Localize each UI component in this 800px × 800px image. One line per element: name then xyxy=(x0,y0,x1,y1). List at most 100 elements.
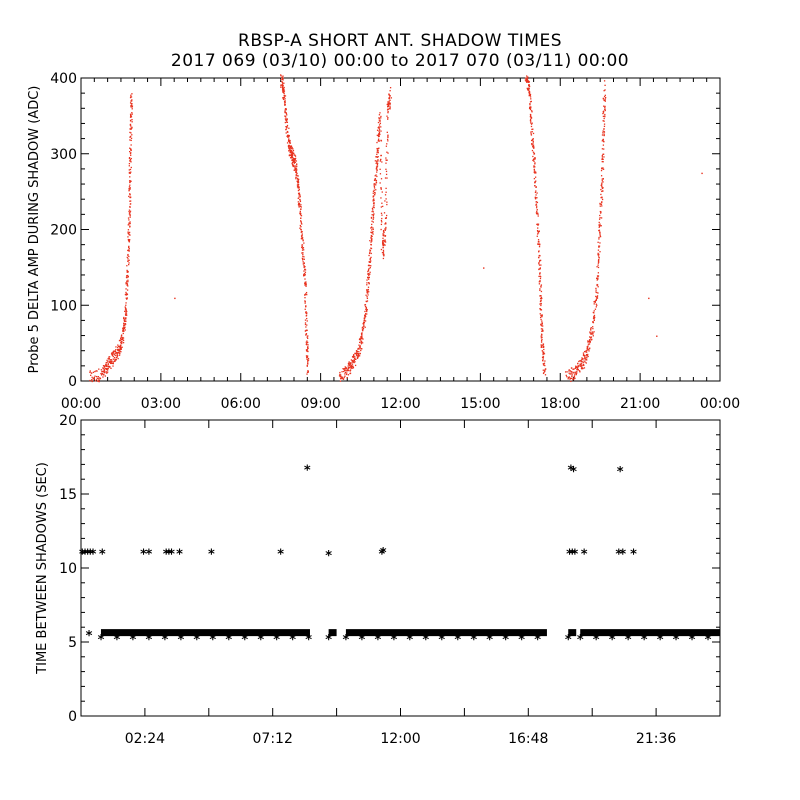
data-point xyxy=(597,275,600,277)
data-point xyxy=(289,146,292,149)
data-point xyxy=(540,328,543,330)
data-point xyxy=(586,359,588,361)
data-point xyxy=(587,341,589,343)
data-point xyxy=(304,300,306,303)
data-point xyxy=(285,108,287,110)
data-point xyxy=(131,99,133,101)
data-point xyxy=(599,223,601,225)
data-point xyxy=(126,310,128,313)
data-point xyxy=(379,122,382,125)
data-point xyxy=(112,358,114,360)
data-point xyxy=(533,146,535,149)
data-point xyxy=(284,115,286,117)
data-point xyxy=(302,258,304,260)
data-point xyxy=(365,306,367,309)
data-point xyxy=(305,311,307,313)
data-point xyxy=(128,224,130,226)
data-point xyxy=(357,348,359,350)
data-point xyxy=(386,177,388,179)
data-point xyxy=(350,363,352,365)
data-point xyxy=(306,373,308,375)
data-point xyxy=(285,112,288,115)
data-point xyxy=(532,151,535,153)
data-point xyxy=(300,204,302,206)
data-point xyxy=(530,98,532,100)
data-point xyxy=(368,291,370,293)
data-point xyxy=(286,131,289,133)
data-point xyxy=(282,84,284,87)
data-point xyxy=(536,210,538,212)
data-point xyxy=(307,362,309,364)
data-point xyxy=(344,371,347,374)
data-point xyxy=(365,308,367,311)
data-point xyxy=(284,104,286,106)
data-point xyxy=(385,222,387,224)
data-point xyxy=(584,357,586,359)
data-point xyxy=(528,84,530,86)
data-point xyxy=(305,355,308,357)
data-point: * xyxy=(358,633,365,648)
data-point xyxy=(293,162,295,164)
data-point xyxy=(384,241,387,243)
data-point xyxy=(591,338,593,341)
data-point xyxy=(303,266,305,268)
data-point xyxy=(296,169,298,171)
data-point xyxy=(540,337,543,339)
data-point xyxy=(378,130,380,132)
data-point xyxy=(372,231,374,233)
data-point xyxy=(368,274,370,277)
data-point xyxy=(570,367,573,369)
data-point xyxy=(358,344,360,346)
data-point xyxy=(576,366,578,368)
data-point xyxy=(527,76,529,78)
data-point xyxy=(349,372,352,374)
data-point xyxy=(593,314,596,317)
data-point xyxy=(528,88,530,90)
data-point xyxy=(363,321,366,323)
data-point xyxy=(113,353,115,356)
data-point xyxy=(117,348,119,351)
data-point: * xyxy=(567,463,574,478)
data-point xyxy=(93,376,95,379)
data-point xyxy=(598,245,600,247)
data-point xyxy=(114,359,116,361)
data-point xyxy=(305,334,307,336)
data-point xyxy=(95,370,97,372)
data-point xyxy=(289,139,291,142)
data-point xyxy=(534,198,537,200)
data-point xyxy=(115,346,117,348)
data-point xyxy=(127,285,129,287)
data-point xyxy=(533,171,535,173)
data-point xyxy=(353,354,355,356)
data-point xyxy=(601,180,603,182)
data-point xyxy=(280,74,282,76)
data-point xyxy=(357,354,359,357)
data-point xyxy=(287,135,289,137)
data-point xyxy=(542,372,545,375)
data-point xyxy=(582,363,585,366)
data-point xyxy=(118,354,121,356)
data-point xyxy=(372,221,374,223)
data-point xyxy=(587,355,589,358)
data-point xyxy=(569,370,572,372)
data-point xyxy=(380,140,383,142)
data-point xyxy=(603,128,605,130)
data-point xyxy=(526,81,528,83)
data-point xyxy=(586,357,588,359)
data-point xyxy=(380,117,382,119)
data-point xyxy=(130,149,132,152)
data-point xyxy=(115,352,117,354)
data-point xyxy=(302,253,304,256)
data-point xyxy=(91,380,93,383)
data-point xyxy=(536,223,538,226)
data-point xyxy=(582,353,585,356)
data-point xyxy=(121,341,123,343)
data-point xyxy=(601,190,603,193)
data-point xyxy=(389,102,391,104)
data-point: * xyxy=(161,633,168,648)
data-point xyxy=(298,189,300,191)
data-point xyxy=(597,278,599,280)
data-point xyxy=(126,289,129,291)
data-point xyxy=(364,310,366,313)
data-point xyxy=(304,302,306,304)
